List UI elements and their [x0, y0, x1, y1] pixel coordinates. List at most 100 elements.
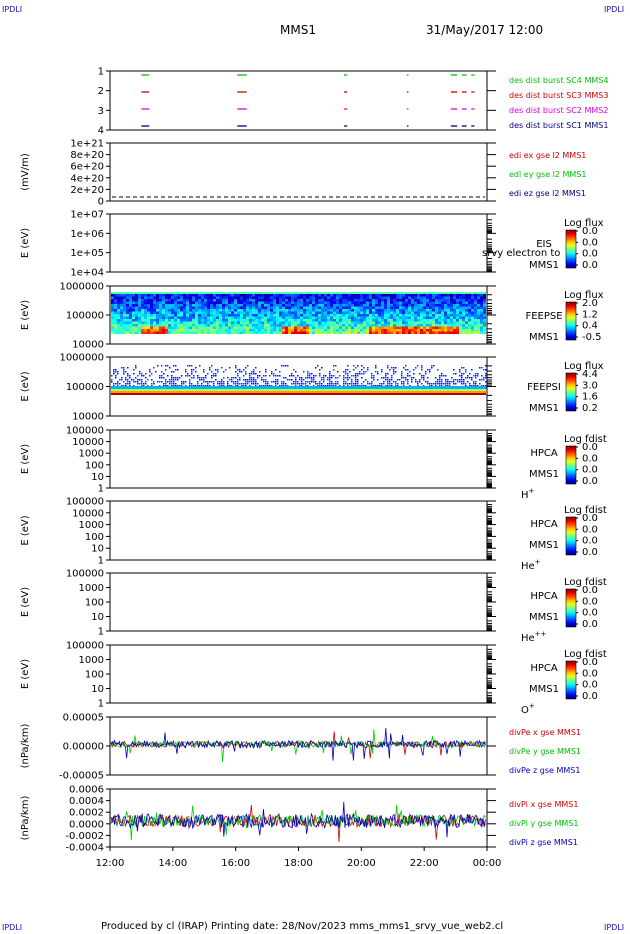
spectrogram-cell	[243, 304, 246, 307]
spectrogram-cell	[471, 299, 474, 302]
spectrogram-cell	[113, 385, 115, 387]
spectrogram-cell	[183, 383, 185, 385]
spectrogram-cell	[335, 365, 337, 367]
spectrogram-cell	[426, 311, 429, 314]
colorbar-label: 0.2	[582, 403, 598, 414]
spectrogram-cell	[171, 301, 174, 304]
spectrogram-cell	[306, 301, 309, 304]
spectrogram-cell	[432, 319, 435, 322]
spectrogram-cell	[351, 321, 354, 324]
spectrogram-cell	[444, 311, 447, 314]
spectrogram-cell	[153, 314, 156, 317]
spectrogram-cell	[432, 301, 435, 304]
spectrogram-cell	[120, 306, 123, 309]
spectrogram-cell	[390, 314, 393, 317]
spectrogram-cell	[333, 311, 336, 314]
spectrogram-cell	[283, 365, 285, 367]
spectrogram-cell	[354, 314, 357, 317]
spectrogram-cell	[462, 326, 465, 329]
spectrogram-cell	[348, 324, 351, 327]
spectrogram-cell	[288, 329, 291, 332]
spectrogram-cell	[117, 329, 120, 332]
spectrogram-cell	[213, 329, 216, 332]
spectrogram-cell	[475, 375, 477, 377]
spectrogram-cell	[300, 321, 303, 324]
spectrogram-cell	[429, 306, 432, 309]
spectrogram-cell	[162, 306, 165, 309]
spectrogram-cell	[255, 381, 257, 383]
spectrogram-cell	[243, 306, 246, 309]
spectrogram-cell	[438, 294, 441, 297]
spectrogram-cell	[327, 294, 330, 297]
spectrogram-cell	[303, 299, 306, 302]
spectrogram-cell	[221, 367, 223, 369]
spectrogram-cell	[177, 311, 180, 314]
spectrogram-cell	[132, 311, 135, 314]
spectrogram-cell	[165, 321, 168, 324]
spectrogram-cell	[468, 326, 471, 329]
spectrogram-cell	[343, 385, 345, 387]
spectrogram-cell	[288, 314, 291, 317]
spectrogram-cell	[309, 321, 312, 324]
spectrogram-cell	[393, 311, 396, 314]
spectrogram-cell	[198, 311, 201, 314]
spectrogram-cell	[197, 385, 199, 387]
spectrogram-cell	[153, 381, 155, 383]
spectrogram-cell	[297, 316, 300, 319]
spectrogram-cell	[408, 326, 411, 329]
spectrogram-cell	[267, 321, 270, 324]
spectrogram-cell	[270, 294, 273, 297]
spectrogram-cell	[447, 304, 450, 307]
spectrogram-cell	[127, 373, 129, 375]
spectrogram-cell	[249, 379, 251, 381]
spectrogram-cell	[336, 309, 339, 312]
spectrogram-cell	[421, 375, 423, 377]
spectrogram-cell	[420, 299, 423, 302]
spectrogram-cell	[384, 306, 387, 309]
spectrogram-cell	[369, 294, 372, 297]
spectrogram-cell	[330, 304, 333, 307]
spectrogram-cell	[138, 299, 141, 302]
spectrogram-cell	[329, 375, 331, 377]
spectrogram-cell	[169, 383, 171, 385]
colorbar-title: Log flux	[564, 361, 604, 372]
spectrogram-cell	[139, 383, 141, 385]
colorbar-label: 0.0	[582, 668, 598, 679]
spectrogram-cell	[315, 296, 318, 299]
spectrogram-cell	[355, 373, 357, 375]
spectrogram-cell	[401, 377, 403, 379]
spectrogram-cell	[453, 314, 456, 317]
spectrogram-cell	[111, 304, 114, 307]
spectrogram-cell	[183, 301, 186, 304]
spectrogram-cell	[261, 319, 264, 322]
spectrogram-cell	[111, 331, 114, 334]
spectrogram-cell	[279, 331, 282, 334]
spectrogram-cell	[249, 324, 252, 327]
spectrogram-cell	[246, 296, 249, 299]
spectrogram-cell	[435, 377, 437, 379]
spectrogram-cell	[243, 383, 245, 385]
spectrogram-cell	[327, 329, 330, 332]
spectrogram-cell	[294, 306, 297, 309]
spectrogram-cell	[307, 381, 309, 383]
spectrogram-cell	[159, 375, 161, 377]
spectrogram-cell	[447, 383, 449, 385]
spectrogram-cell	[397, 379, 399, 381]
spectrogram-cell	[354, 309, 357, 312]
spectrogram-cell	[468, 299, 471, 302]
spectrogram-cell	[261, 385, 263, 387]
spectrogram-cell	[373, 377, 375, 379]
spectrogram-cell	[201, 311, 204, 314]
spectrogram-cell	[129, 375, 131, 377]
spectrogram-cell	[402, 309, 405, 312]
spectrogram-cell	[363, 319, 366, 322]
spectrogram-cell	[120, 324, 123, 327]
spectrogram-cell	[393, 316, 396, 319]
spectrogram-cell	[307, 373, 309, 375]
spectrogram-cell	[360, 304, 363, 307]
y-tick-label: 1	[98, 556, 104, 567]
spectrogram-cell	[282, 294, 285, 297]
spectrogram-cell	[363, 373, 365, 375]
spectrogram-cell	[252, 316, 255, 319]
spectrogram-cell	[303, 321, 306, 324]
